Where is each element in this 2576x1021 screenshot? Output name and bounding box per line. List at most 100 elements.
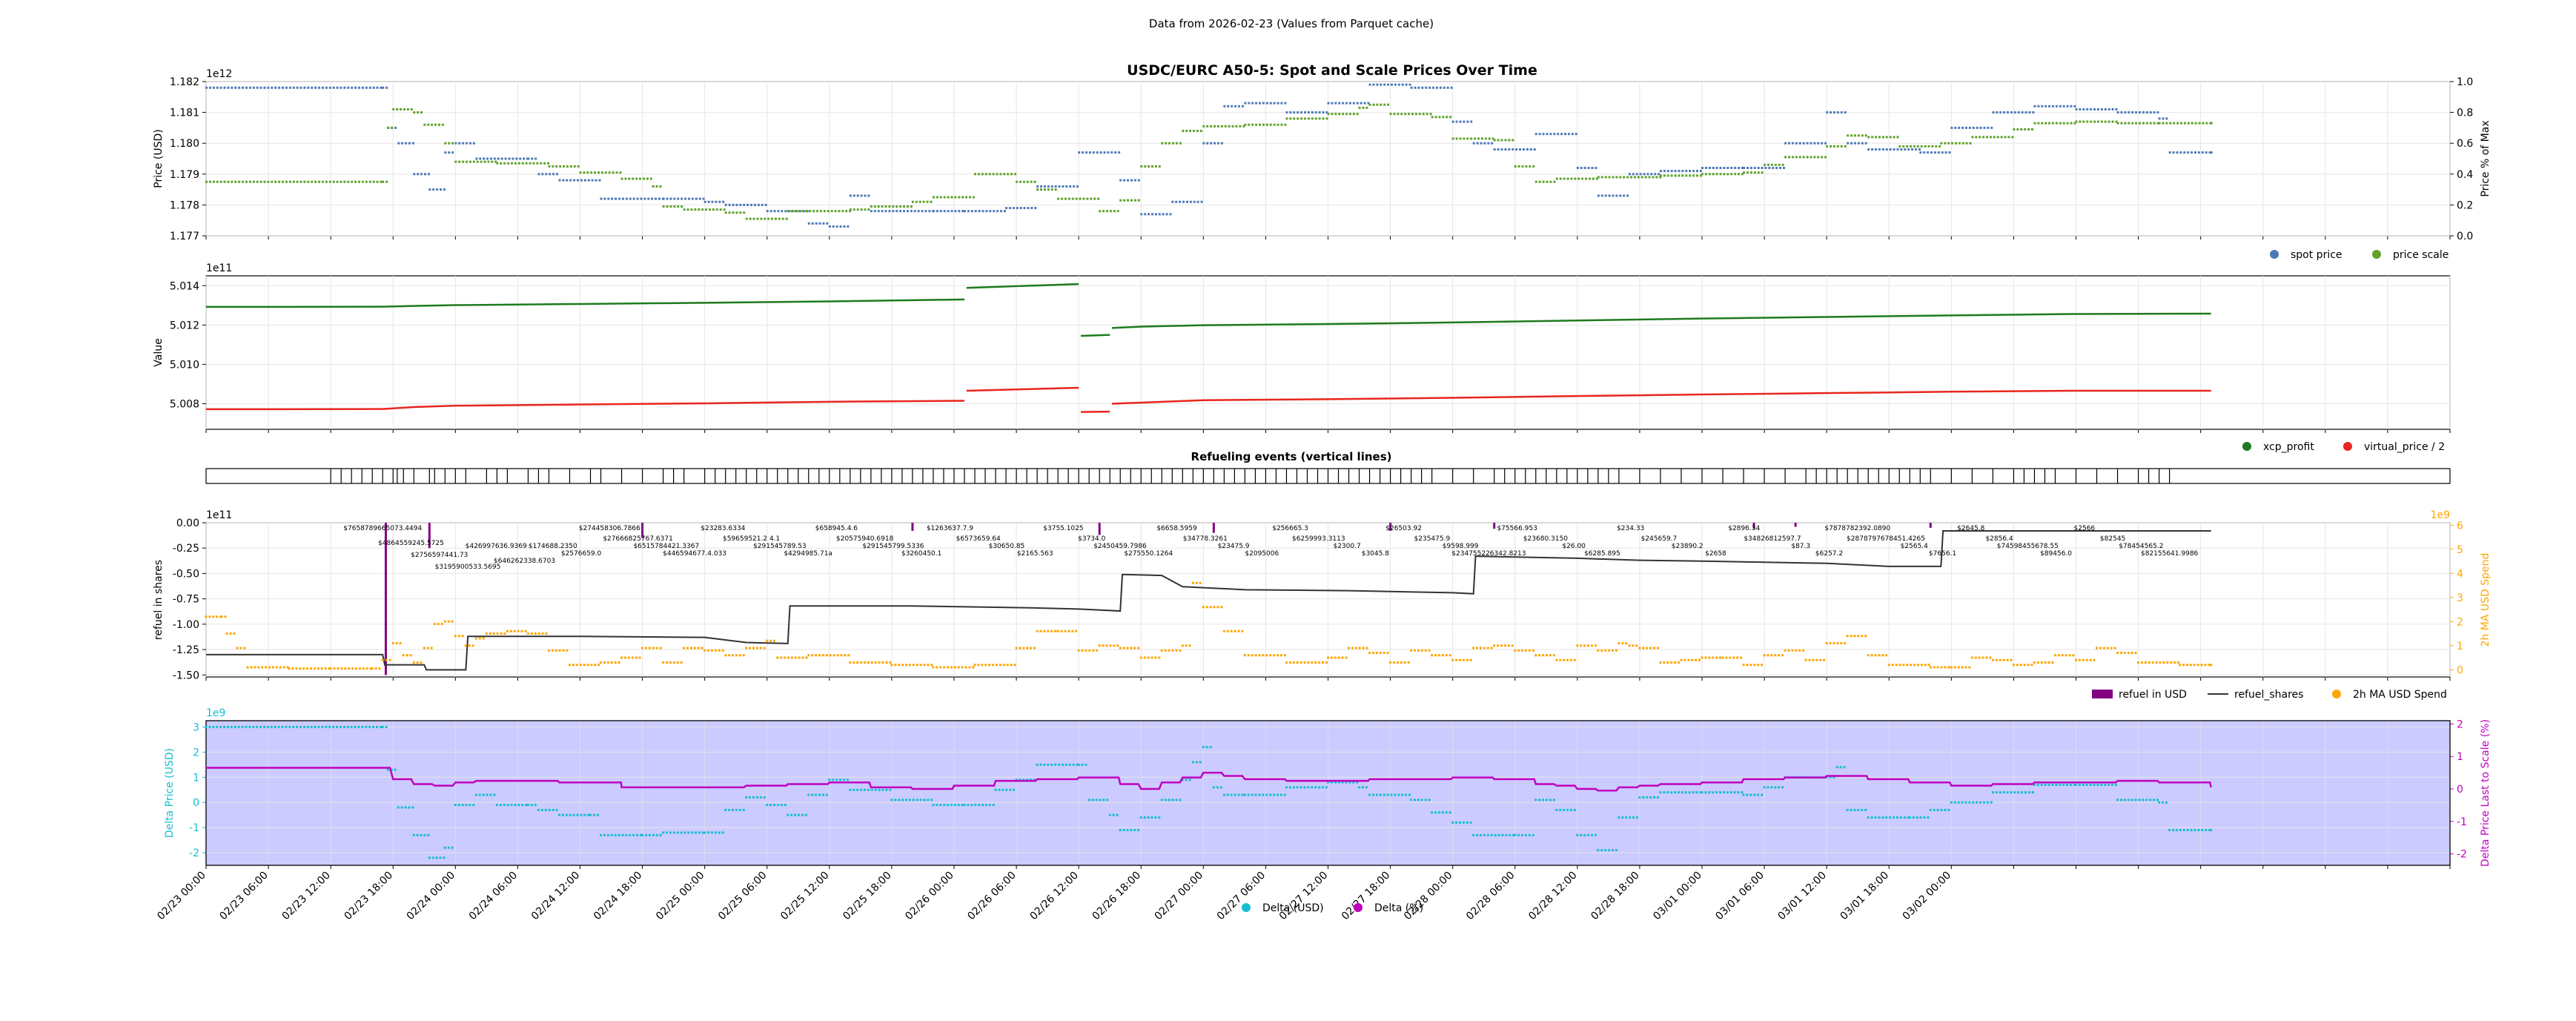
spot-price-point [711, 200, 714, 203]
delta-usd-point [234, 725, 236, 728]
delta-usd-point [1742, 793, 1745, 796]
spot-price-point [1900, 148, 1903, 151]
spot-price-point [558, 179, 561, 182]
price-scale-point [1189, 130, 1192, 133]
price-scale-point [2051, 122, 2054, 125]
spot-price-point [332, 86, 335, 89]
refuel-annotation: $2450459.7986 [1093, 543, 1147, 550]
price-scale-point [1633, 176, 1636, 179]
spot-price-point [739, 203, 742, 206]
ma-usd-spend-point [229, 632, 232, 635]
ma-usd-spend-point [1580, 644, 1583, 647]
price-scale-point [1248, 123, 1251, 126]
ma-usd-spend-point [2061, 654, 2064, 657]
delta-usd-point [1964, 801, 1967, 804]
ma-usd-spend-point [1113, 644, 1116, 647]
spot-price-point [314, 86, 317, 89]
ma-usd-spend-point [1036, 630, 1039, 632]
spot-price-point [489, 157, 492, 160]
spot-price-point [1519, 148, 1522, 151]
ma-usd-spend-point [659, 647, 662, 650]
delta-usd-point [2027, 791, 2030, 794]
delta-usd-point [1908, 816, 1911, 819]
price-scale-point [1878, 136, 1881, 139]
price-scale-point [1010, 173, 1013, 176]
spot-price-point [1297, 111, 1299, 114]
spot-price-point [385, 86, 388, 89]
spot-price-point [1251, 102, 1254, 105]
ma-usd-spend-point [915, 664, 918, 667]
spot-price-point [870, 210, 873, 213]
ma-usd-spend-point [2085, 658, 2088, 661]
delta-usd-point [506, 804, 509, 807]
price-scale-point [1013, 173, 1016, 176]
delta-usd-point [1825, 776, 1828, 779]
ma-usd-spend-point [2053, 654, 2056, 657]
delta-usd-point [499, 804, 502, 807]
ma-usd-spend-point [676, 661, 679, 664]
delta-usd-point [1205, 746, 1208, 749]
ma-usd-spend-point [1279, 654, 1282, 657]
ma-usd-spend-point [412, 661, 415, 664]
ma-spend-y-tick-label: 5 [2457, 544, 2463, 556]
price-scale-point [1231, 125, 1234, 128]
spot-price-point [757, 203, 760, 206]
delta-usd-point [1986, 801, 1989, 804]
spot-price-point [1220, 142, 1223, 145]
price-scale-point [2128, 122, 2130, 125]
price-scale-point [1047, 188, 1050, 191]
delta-usd-point [1013, 788, 1016, 791]
delta-usd-point [936, 804, 938, 807]
price-scale-point [548, 165, 551, 168]
ma-usd-spend-point [984, 664, 987, 667]
ma-usd-spend-point [1181, 644, 1184, 647]
delta-usd-point [1670, 791, 1673, 794]
delta-usd-point [1068, 763, 1071, 766]
delta-usd-point [1005, 788, 1008, 791]
ma-usd-spend-point [1299, 661, 1302, 664]
spot-price-point [2041, 105, 2044, 108]
ma-usd-spend-point [2036, 661, 2039, 664]
delta-usd-point [1514, 833, 1517, 836]
price-y-tick-label: 1.179 [170, 169, 199, 181]
spot-price-point [1023, 207, 1026, 210]
delta-usd-point [1534, 799, 1537, 802]
price-scale-point [1875, 136, 1878, 139]
delta-usd-point [1940, 808, 1943, 811]
spot-price-point [1746, 166, 1749, 169]
delta-usd-point [447, 846, 450, 849]
spot-price-point [552, 173, 555, 176]
price-scale-point [1255, 123, 1258, 126]
ma-usd-spend-point [224, 615, 227, 618]
ma-usd-spend-point [1445, 654, 1448, 657]
delta-usd-point [721, 831, 724, 834]
spot-price-point [413, 173, 416, 176]
spot-price-point [2096, 108, 2099, 110]
ma-usd-spend-point [992, 664, 995, 667]
spot-price-point [651, 197, 654, 200]
price-scale-point [387, 126, 390, 129]
delta-usd-point [2021, 791, 2024, 794]
ma-usd-spend-point [923, 664, 926, 667]
price-scale-point [798, 210, 801, 213]
ma-usd-spend-point [1420, 649, 1423, 652]
delta-usd-point [749, 796, 752, 799]
spot-price-point [340, 86, 342, 89]
delta-usd-point [1405, 793, 1408, 796]
delta-usd-point [216, 725, 219, 728]
ma-usd-spend-point [1345, 656, 1348, 659]
spot-price-point [600, 197, 603, 200]
spot-price-point [1738, 166, 1741, 169]
price-scale-point [2108, 120, 2110, 123]
spot-price-point [238, 86, 241, 89]
delta-usd-point [1279, 793, 1282, 796]
ma-usd-spend-point [1840, 642, 1843, 644]
price-scale-point [1119, 199, 1122, 202]
delta-usd-point [1850, 808, 1852, 811]
spot-price-point [1325, 111, 1328, 114]
price-scale-point [1738, 173, 1741, 176]
spot-price-point [1241, 105, 1244, 108]
spot-price-point [216, 86, 219, 89]
delta-usd-point [1085, 763, 1087, 766]
delta-usd-point [1608, 849, 1611, 852]
